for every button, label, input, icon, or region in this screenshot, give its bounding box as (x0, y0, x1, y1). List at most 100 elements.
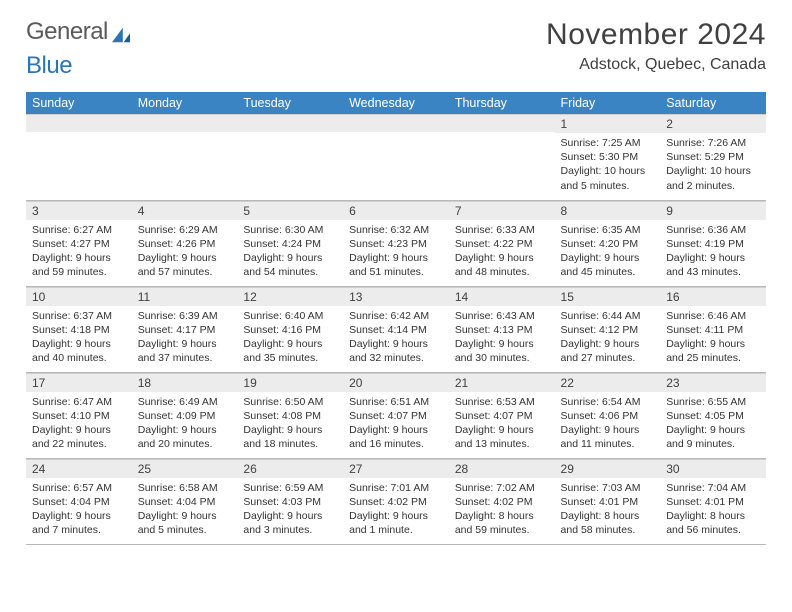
calendar-day-cell: 16Sunrise: 6:46 AMSunset: 4:11 PMDayligh… (660, 286, 766, 372)
day-content: Sunrise: 7:03 AMSunset: 4:01 PMDaylight:… (555, 478, 661, 542)
calendar-day-cell: 15Sunrise: 6:44 AMSunset: 4:12 PMDayligh… (555, 286, 661, 372)
calendar-day-cell: 23Sunrise: 6:55 AMSunset: 4:05 PMDayligh… (660, 372, 766, 458)
calendar-week-row: 10Sunrise: 6:37 AMSunset: 4:18 PMDayligh… (26, 286, 766, 372)
logo-text-2: Blue (26, 52, 72, 80)
calendar-day-cell: 2Sunrise: 7:26 AMSunset: 5:29 PMDaylight… (660, 114, 766, 200)
calendar-page: General November 2024 Adstock, Quebec, C… (0, 0, 792, 555)
calendar-day-cell: 22Sunrise: 6:54 AMSunset: 4:06 PMDayligh… (555, 372, 661, 458)
calendar-day-cell (343, 114, 449, 200)
day-content: Sunrise: 6:49 AMSunset: 4:09 PMDaylight:… (132, 392, 238, 456)
day-number: 8 (555, 201, 661, 220)
calendar-day-cell: 4Sunrise: 6:29 AMSunset: 4:26 PMDaylight… (132, 200, 238, 286)
day-number: 28 (449, 459, 555, 478)
calendar-day-cell: 30Sunrise: 7:04 AMSunset: 4:01 PMDayligh… (660, 458, 766, 544)
calendar-table: SundayMondayTuesdayWednesdayThursdayFrid… (26, 92, 766, 545)
day-number: 7 (449, 201, 555, 220)
calendar-day-cell: 7Sunrise: 6:33 AMSunset: 4:22 PMDaylight… (449, 200, 555, 286)
calendar-day-cell: 18Sunrise: 6:49 AMSunset: 4:09 PMDayligh… (132, 372, 238, 458)
calendar-day-cell: 14Sunrise: 6:43 AMSunset: 4:13 PMDayligh… (449, 286, 555, 372)
calendar-day-cell: 19Sunrise: 6:50 AMSunset: 4:08 PMDayligh… (237, 372, 343, 458)
location: Adstock, Quebec, Canada (546, 56, 766, 74)
day-content: Sunrise: 6:46 AMSunset: 4:11 PMDaylight:… (660, 306, 766, 370)
day-content: Sunrise: 6:59 AMSunset: 4:03 PMDaylight:… (237, 478, 343, 542)
day-number-empty (343, 114, 449, 132)
day-content: Sunrise: 6:32 AMSunset: 4:23 PMDaylight:… (343, 220, 449, 284)
calendar-day-cell (132, 114, 238, 200)
title-block: November 2024 Adstock, Quebec, Canada (546, 18, 766, 74)
calendar-day-cell: 20Sunrise: 6:51 AMSunset: 4:07 PMDayligh… (343, 372, 449, 458)
day-content: Sunrise: 6:33 AMSunset: 4:22 PMDaylight:… (449, 220, 555, 284)
day-number: 15 (555, 287, 661, 306)
day-content: Sunrise: 6:37 AMSunset: 4:18 PMDaylight:… (26, 306, 132, 370)
day-number: 13 (343, 287, 449, 306)
day-number-empty (132, 114, 238, 132)
day-number-empty (26, 114, 132, 132)
day-number: 29 (555, 459, 661, 478)
day-content: Sunrise: 6:40 AMSunset: 4:16 PMDaylight:… (237, 306, 343, 370)
day-number: 27 (343, 459, 449, 478)
calendar-day-cell: 3Sunrise: 6:27 AMSunset: 4:27 PMDaylight… (26, 200, 132, 286)
day-number: 2 (660, 114, 766, 133)
day-content: Sunrise: 6:47 AMSunset: 4:10 PMDaylight:… (26, 392, 132, 456)
calendar-day-cell (26, 114, 132, 200)
day-content: Sunrise: 7:25 AMSunset: 5:30 PMDaylight:… (555, 133, 661, 197)
calendar-day-cell: 8Sunrise: 6:35 AMSunset: 4:20 PMDaylight… (555, 200, 661, 286)
day-number: 25 (132, 459, 238, 478)
weekday-header: Saturday (660, 92, 766, 114)
day-number: 18 (132, 373, 238, 392)
calendar-day-cell: 11Sunrise: 6:39 AMSunset: 4:17 PMDayligh… (132, 286, 238, 372)
weekday-header: Tuesday (237, 92, 343, 114)
weekday-header: Friday (555, 92, 661, 114)
day-number: 6 (343, 201, 449, 220)
calendar-day-cell: 1Sunrise: 7:25 AMSunset: 5:30 PMDaylight… (555, 114, 661, 200)
calendar-day-cell: 27Sunrise: 7:01 AMSunset: 4:02 PMDayligh… (343, 458, 449, 544)
calendar-body: 1Sunrise: 7:25 AMSunset: 5:30 PMDaylight… (26, 114, 766, 544)
logo-sail-icon (110, 26, 132, 44)
calendar-week-row: 17Sunrise: 6:47 AMSunset: 4:10 PMDayligh… (26, 372, 766, 458)
calendar-day-cell: 25Sunrise: 6:58 AMSunset: 4:04 PMDayligh… (132, 458, 238, 544)
logo-text-1: General (26, 18, 108, 46)
day-number: 14 (449, 287, 555, 306)
day-content: Sunrise: 6:27 AMSunset: 4:27 PMDaylight:… (26, 220, 132, 284)
day-number: 23 (660, 373, 766, 392)
day-content: Sunrise: 6:42 AMSunset: 4:14 PMDaylight:… (343, 306, 449, 370)
weekday-header: Wednesday (343, 92, 449, 114)
day-number-empty (237, 114, 343, 132)
day-number: 30 (660, 459, 766, 478)
day-content: Sunrise: 6:29 AMSunset: 4:26 PMDaylight:… (132, 220, 238, 284)
calendar-day-cell: 28Sunrise: 7:02 AMSunset: 4:02 PMDayligh… (449, 458, 555, 544)
calendar-week-row: 1Sunrise: 7:25 AMSunset: 5:30 PMDaylight… (26, 114, 766, 200)
calendar-day-cell: 5Sunrise: 6:30 AMSunset: 4:24 PMDaylight… (237, 200, 343, 286)
weekday-header: Monday (132, 92, 238, 114)
day-number-empty (449, 114, 555, 132)
day-content: Sunrise: 7:26 AMSunset: 5:29 PMDaylight:… (660, 133, 766, 197)
day-content: Sunrise: 7:02 AMSunset: 4:02 PMDaylight:… (449, 478, 555, 542)
day-number: 12 (237, 287, 343, 306)
weekday-header: Sunday (26, 92, 132, 114)
weekday-header: Thursday (449, 92, 555, 114)
calendar-week-row: 24Sunrise: 6:57 AMSunset: 4:04 PMDayligh… (26, 458, 766, 544)
calendar-day-cell: 12Sunrise: 6:40 AMSunset: 4:16 PMDayligh… (237, 286, 343, 372)
calendar-day-cell (449, 114, 555, 200)
day-number: 21 (449, 373, 555, 392)
day-content: Sunrise: 6:44 AMSunset: 4:12 PMDaylight:… (555, 306, 661, 370)
calendar-day-cell: 17Sunrise: 6:47 AMSunset: 4:10 PMDayligh… (26, 372, 132, 458)
calendar-day-cell: 26Sunrise: 6:59 AMSunset: 4:03 PMDayligh… (237, 458, 343, 544)
day-number: 3 (26, 201, 132, 220)
day-number: 1 (555, 114, 661, 133)
day-number: 26 (237, 459, 343, 478)
day-content: Sunrise: 7:01 AMSunset: 4:02 PMDaylight:… (343, 478, 449, 542)
calendar-day-cell: 6Sunrise: 6:32 AMSunset: 4:23 PMDaylight… (343, 200, 449, 286)
day-number: 22 (555, 373, 661, 392)
calendar-day-cell: 24Sunrise: 6:57 AMSunset: 4:04 PMDayligh… (26, 458, 132, 544)
day-number: 17 (26, 373, 132, 392)
day-number: 5 (237, 201, 343, 220)
day-content: Sunrise: 6:43 AMSunset: 4:13 PMDaylight:… (449, 306, 555, 370)
day-content: Sunrise: 6:51 AMSunset: 4:07 PMDaylight:… (343, 392, 449, 456)
weekday-header-row: SundayMondayTuesdayWednesdayThursdayFrid… (26, 92, 766, 114)
calendar-day-cell: 10Sunrise: 6:37 AMSunset: 4:18 PMDayligh… (26, 286, 132, 372)
day-content: Sunrise: 6:57 AMSunset: 4:04 PMDaylight:… (26, 478, 132, 542)
calendar-day-cell: 9Sunrise: 6:36 AMSunset: 4:19 PMDaylight… (660, 200, 766, 286)
day-number: 20 (343, 373, 449, 392)
day-number: 24 (26, 459, 132, 478)
